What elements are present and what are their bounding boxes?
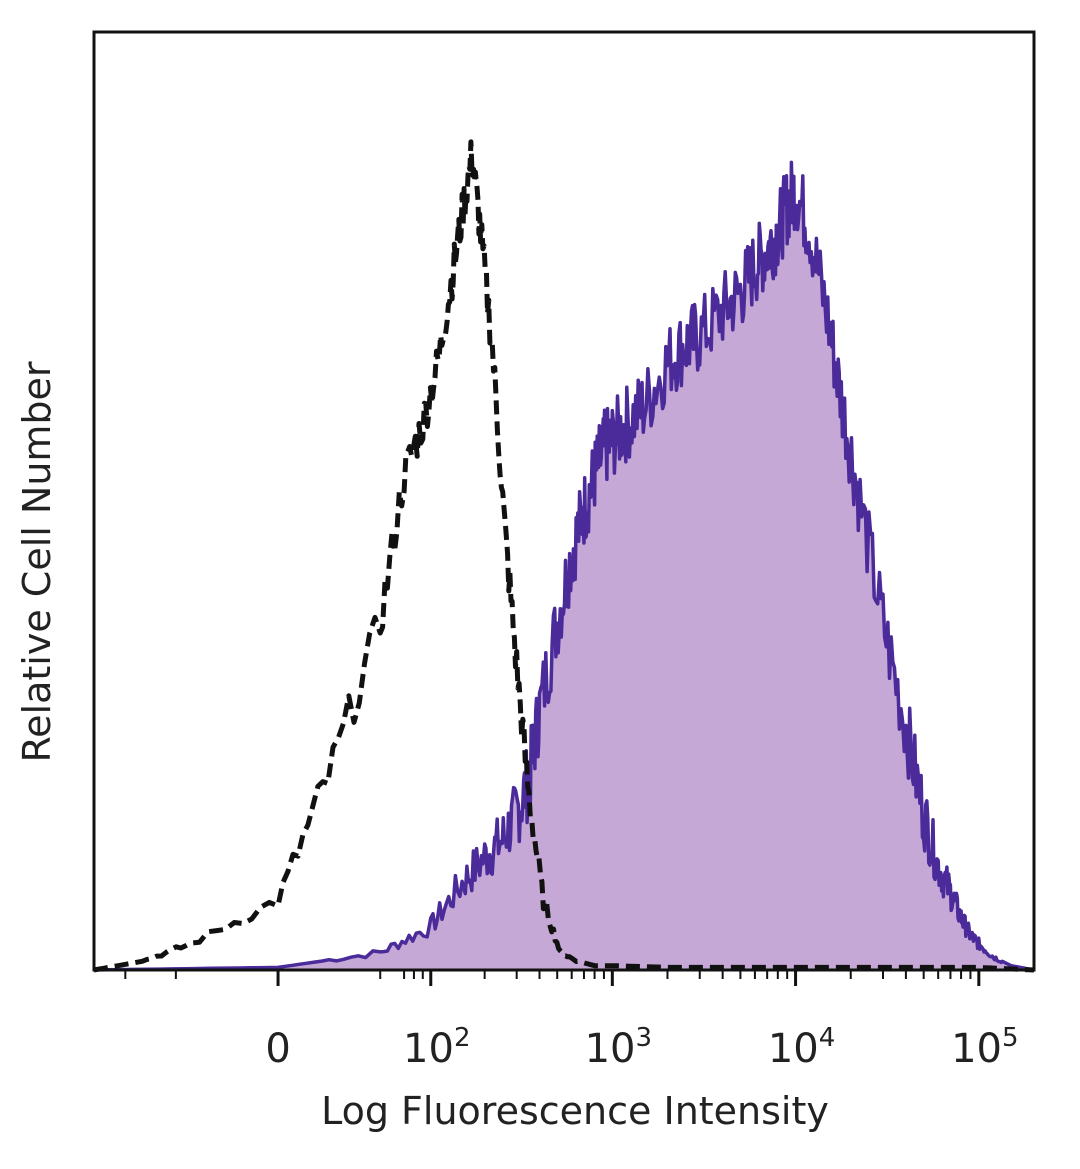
series-0-line (93, 139, 1035, 973)
plot-frame (92, 30, 1036, 972)
y-axis-title: Relative Cell Number (15, 361, 59, 762)
x-minor-ticks (124, 970, 972, 979)
x-tick-label: 102 (403, 1023, 470, 1072)
series-1-line (93, 160, 1035, 972)
x-tick-label: 104 (768, 1023, 835, 1072)
x-tick-label: 105 (951, 1023, 1018, 1072)
series-layer (93, 139, 1035, 973)
series-1-area (94, 162, 1034, 970)
x-axis-title: Log Fluorescence Intensity (321, 1089, 829, 1133)
x-tick-label: 103 (585, 1023, 652, 1072)
x-major-ticks (276, 970, 981, 986)
x-tick-label: 0 (265, 1026, 290, 1072)
x-tick-labels: 0 102 103 104 105 (265, 1023, 1018, 1072)
